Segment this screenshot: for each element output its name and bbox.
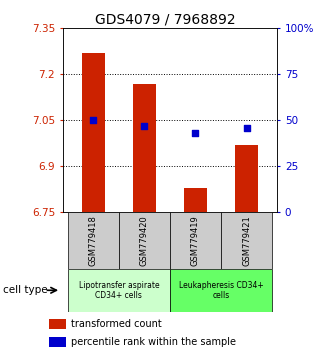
Text: GSM779420: GSM779420 (140, 215, 149, 266)
Bar (184, 188, 207, 212)
Bar (133, 84, 156, 212)
Bar (82, 53, 105, 212)
Text: GSM779418: GSM779418 (89, 215, 98, 266)
Point (142, 123, 147, 129)
Bar (221, 212, 272, 269)
Bar (170, 269, 272, 312)
Text: percentile rank within the sample: percentile rank within the sample (71, 337, 236, 347)
Text: Leukapheresis CD34+
cells: Leukapheresis CD34+ cells (179, 281, 263, 300)
Point (193, 130, 198, 136)
Bar (235, 145, 258, 212)
Text: Lipotransfer aspirate
CD34+ cells: Lipotransfer aspirate CD34+ cells (79, 281, 159, 300)
Bar (170, 212, 221, 269)
Bar (49, 319, 66, 329)
Bar (119, 212, 170, 269)
Bar (68, 269, 170, 312)
Text: GSM779421: GSM779421 (242, 215, 251, 266)
Point (244, 125, 249, 131)
Bar (49, 337, 66, 347)
Bar (68, 212, 119, 269)
Point (91, 118, 96, 123)
Text: cell type: cell type (3, 285, 48, 295)
Text: transformed count: transformed count (71, 319, 162, 329)
Text: GDS4079 / 7968892: GDS4079 / 7968892 (95, 12, 235, 27)
Text: GSM779419: GSM779419 (191, 215, 200, 266)
